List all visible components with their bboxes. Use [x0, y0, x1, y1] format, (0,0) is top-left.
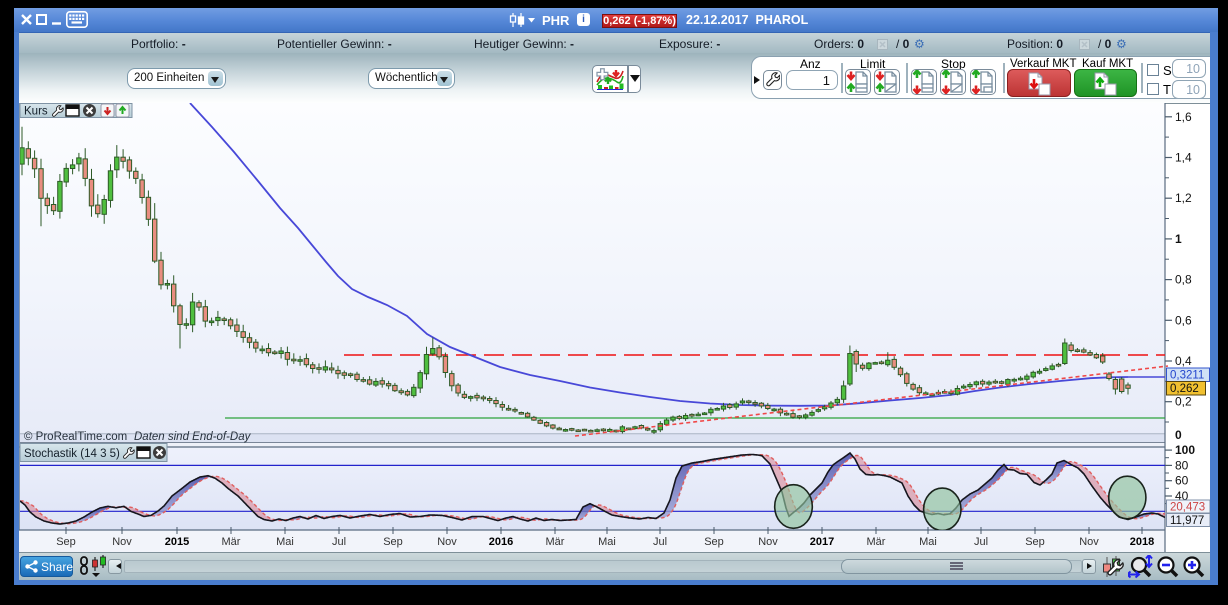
svg-text:0,4: 0,4	[1175, 354, 1192, 368]
svg-text:11,977: 11,977	[1170, 515, 1204, 527]
svg-text:60: 60	[1175, 474, 1189, 488]
svg-text:Nov: Nov	[1079, 536, 1099, 548]
svg-text:Jul: Jul	[332, 536, 346, 548]
svg-text:Daten sind End-of-Day: Daten sind End-of-Day	[134, 431, 252, 443]
svg-text:0,262: 0,262	[1170, 383, 1199, 395]
svg-text:© ProRealTime.com: © ProRealTime.com	[24, 431, 127, 443]
svg-text:0,6: 0,6	[1175, 313, 1192, 327]
svg-text:2016: 2016	[489, 536, 513, 548]
svg-text:2017: 2017	[810, 536, 834, 548]
svg-text:Kurs: Kurs	[24, 106, 48, 118]
svg-text:100: 100	[1175, 443, 1195, 457]
svg-text:Sep: Sep	[1025, 536, 1045, 548]
svg-text:Jul: Jul	[653, 536, 667, 548]
svg-text:Nov: Nov	[437, 536, 457, 548]
svg-text:1,6: 1,6	[1175, 110, 1192, 124]
svg-text:Nov: Nov	[112, 536, 132, 548]
svg-text:Mär: Mär	[546, 536, 565, 548]
svg-text:2018: 2018	[1130, 536, 1154, 548]
svg-text:1,4: 1,4	[1175, 151, 1192, 165]
svg-text:Mai: Mai	[598, 536, 616, 548]
svg-text:Sep: Sep	[383, 536, 403, 548]
svg-text:0: 0	[1175, 428, 1182, 442]
svg-text:Sep: Sep	[704, 536, 724, 548]
svg-text:1,2: 1,2	[1175, 191, 1192, 205]
svg-text:0,8: 0,8	[1175, 273, 1192, 287]
svg-text:1: 1	[1175, 232, 1182, 246]
svg-text:Mär: Mär	[867, 536, 886, 548]
svg-text:Mai: Mai	[276, 536, 294, 548]
svg-text:0,3211: 0,3211	[1170, 370, 1204, 382]
svg-text:Nov: Nov	[758, 536, 778, 548]
svg-text:20,473: 20,473	[1170, 502, 1205, 514]
svg-text:2015: 2015	[165, 536, 189, 548]
svg-text:Sep: Sep	[56, 536, 76, 548]
svg-text:Jul: Jul	[974, 536, 988, 548]
svg-text:Mai: Mai	[919, 536, 937, 548]
svg-text:Mär: Mär	[222, 536, 241, 548]
svg-text:80: 80	[1175, 458, 1189, 472]
svg-text:0,2: 0,2	[1175, 395, 1192, 409]
svg-text:Stochastik (14 3 5): Stochastik (14 3 5)	[24, 448, 120, 460]
